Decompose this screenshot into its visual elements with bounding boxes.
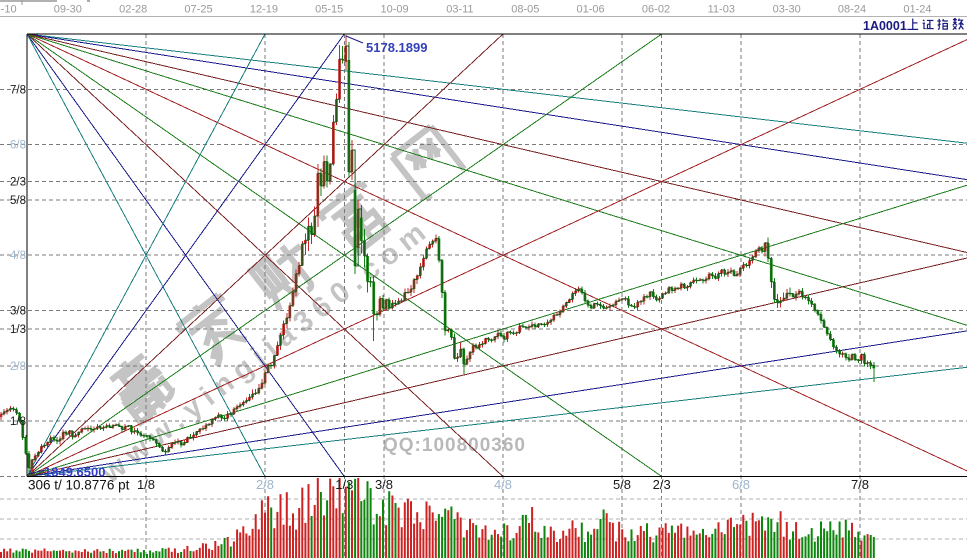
svg-text:3/8: 3/8 [375,477,393,492]
svg-text:5/8: 5/8 [10,195,26,207]
svg-text:05-15: 05-15 [315,4,343,16]
svg-text:01-06: 01-06 [577,4,605,16]
svg-text:2/3: 2/3 [10,177,26,189]
svg-text:08-05: 08-05 [511,4,539,16]
svg-text:2/8: 2/8 [256,477,274,492]
svg-text:7/8: 7/8 [10,84,26,96]
svg-text:7/8: 7/8 [851,477,869,492]
svg-text:12-19: 12-19 [250,4,278,16]
svg-text:4/8: 4/8 [10,250,26,262]
svg-text:QQ:100800360: QQ:100800360 [383,435,526,456]
svg-text:2/3: 2/3 [653,477,671,492]
svg-text:01-24: 01-24 [903,4,931,16]
svg-text:08-24: 08-24 [838,4,866,16]
svg-text:11-03: 11-03 [708,4,735,16]
svg-text:03-11: 03-11 [446,4,473,16]
svg-text:1/8: 1/8 [137,477,155,492]
svg-text:5178.1899: 5178.1899 [366,40,427,55]
svg-text:2/8: 2/8 [10,361,26,373]
svg-text:07-25: 07-25 [184,4,212,16]
svg-text:6/8: 6/8 [732,477,750,492]
svg-text:4/8: 4/8 [494,477,512,492]
svg-text:1849.6500: 1849.6500 [44,465,105,480]
svg-text:05-10: 05-10 [0,4,17,16]
svg-text:03-30: 03-30 [773,4,801,16]
svg-text:5/8: 5/8 [613,477,631,492]
svg-text:10-09: 10-09 [381,4,409,16]
svg-text:09-30: 09-30 [54,4,82,16]
svg-text:1/8: 1/8 [10,416,26,428]
svg-text:3/8: 3/8 [10,306,26,318]
svg-text:306 t/ 10.8776 pt: 306 t/ 10.8776 pt [28,478,130,493]
svg-text:6/8: 6/8 [10,140,26,152]
svg-text:02-28: 02-28 [119,4,147,16]
svg-text:1/3: 1/3 [335,477,353,492]
svg-text:1/3: 1/3 [10,324,26,336]
svg-text:1A0001: 1A0001 [863,19,907,33]
svg-text:06-02: 06-02 [642,4,670,16]
